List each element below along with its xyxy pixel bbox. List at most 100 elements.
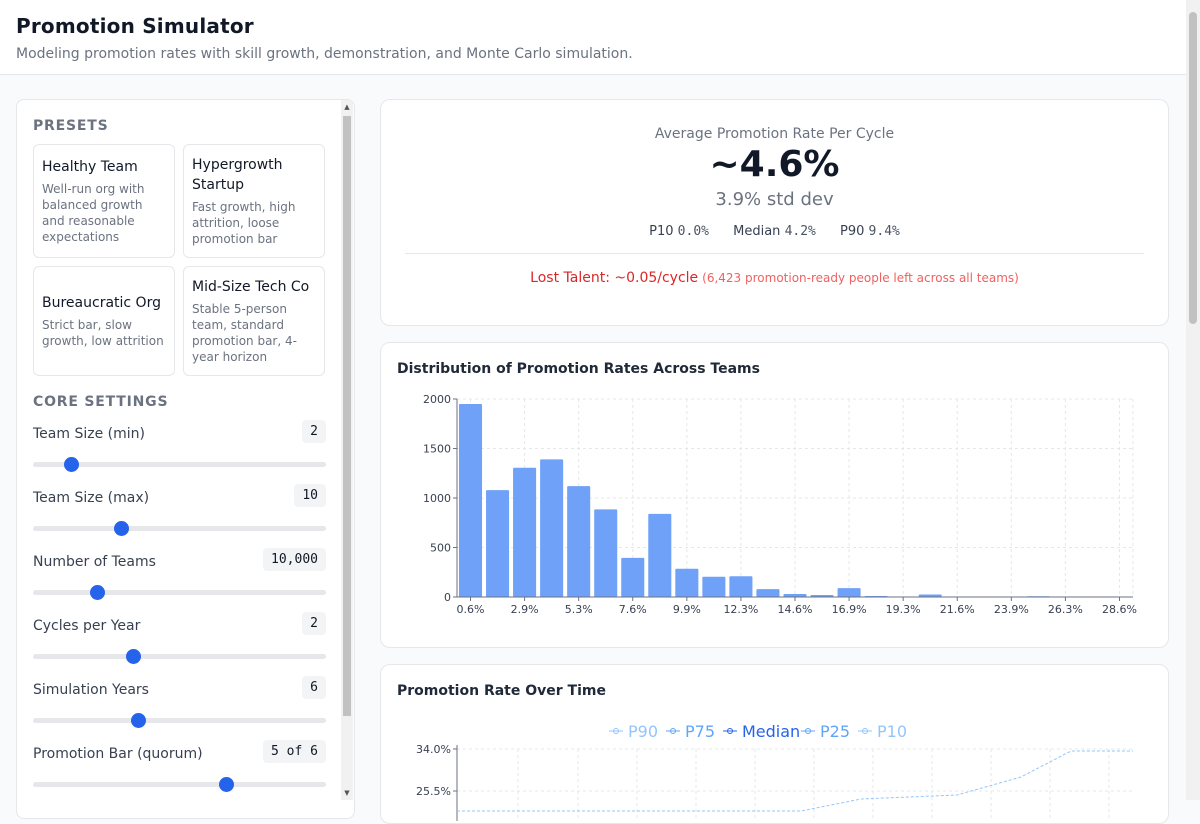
- y-tick-label: 25.5%: [416, 785, 451, 798]
- core-settings: Team Size (min) 2 Team Size (max) 10 Num…: [33, 416, 326, 800]
- distribution-card: Distribution of Promotion Rates Across T…: [380, 342, 1169, 648]
- avg-rate-value: ~4.6%: [381, 144, 1168, 185]
- x-tick-label: 16.9%: [832, 603, 867, 616]
- legend-label: P75: [685, 722, 715, 741]
- x-tick-label: 0.6%: [457, 603, 485, 616]
- setting-row: Promotion Bar (quorum) 5 of 6: [33, 736, 326, 800]
- avg-rate-label: Average Promotion Rate Per Cycle: [381, 126, 1168, 142]
- setting-row: Team Size (max) 10: [33, 480, 326, 544]
- preset-card[interactable]: Mid-Size Tech Co Stable 5-person team, s…: [183, 266, 325, 376]
- histogram-bar: [838, 588, 861, 597]
- legend-item: Median: [723, 722, 800, 741]
- histogram-bar: [513, 468, 536, 597]
- preset-description: Strict bar, slow growth, low attrition: [42, 317, 166, 349]
- preset-grid: Healthy Team Well-run org with balanced …: [33, 144, 326, 376]
- y-tick-label: 2000: [423, 393, 451, 406]
- summary-divider: [405, 253, 1144, 254]
- x-tick-label: 19.3%: [886, 603, 921, 616]
- slider-handle[interactable]: [219, 777, 234, 792]
- slider-track[interactable]: [33, 526, 326, 531]
- x-tick-label: 2.9%: [511, 603, 539, 616]
- setting-value: 2: [302, 420, 326, 443]
- x-tick-label: 5.3%: [565, 603, 593, 616]
- series-line-p90: [457, 751, 1133, 811]
- setting-value: 2: [302, 612, 326, 635]
- legend-label: P90: [628, 722, 658, 741]
- setting-label: Promotion Bar (quorum): [33, 746, 203, 762]
- median-label: Median: [733, 224, 780, 239]
- x-tick-label: 9.9%: [673, 603, 701, 616]
- histogram-bar: [756, 589, 779, 597]
- p90-value: 9.4%: [869, 224, 900, 239]
- app-header: Promotion Simulator Modeling promotion r…: [0, 0, 1186, 75]
- setting-row: Simulation Years 6: [33, 672, 326, 736]
- preset-card[interactable]: Hypergrowth Startup Fast growth, high at…: [183, 144, 325, 258]
- slider-handle[interactable]: [126, 649, 141, 664]
- histogram-bar: [459, 404, 482, 597]
- setting-label: Team Size (min): [33, 426, 145, 442]
- y-tick-label: 0: [444, 591, 451, 604]
- panel-scrollbar-thumb[interactable]: [343, 116, 351, 716]
- percentile-row: P10 0.0% Median 4.2% P90 9.4%: [381, 224, 1168, 239]
- x-tick-label: 14.6%: [778, 603, 813, 616]
- histogram-bar: [729, 576, 752, 597]
- panel-scrollbar[interactable]: ▲ ▼: [341, 100, 353, 800]
- y-tick-label: 34.0%: [416, 743, 451, 756]
- slider-handle[interactable]: [131, 713, 146, 728]
- median-value: 4.2%: [785, 224, 816, 239]
- timeseries-title: Promotion Rate Over Time: [381, 665, 1168, 699]
- setting-row: Number of Teams 10,000: [33, 544, 326, 608]
- y-tick-label: 1500: [423, 443, 451, 456]
- setting-value: 6: [302, 676, 326, 699]
- distribution-chart: 05001000150020000.6%2.9%5.3%7.6%9.9%12.3…: [381, 385, 1168, 645]
- slider-track[interactable]: [33, 590, 326, 595]
- setting-label: Simulation Years: [33, 682, 149, 698]
- scroll-down-arrow-icon[interactable]: ▼: [341, 786, 353, 800]
- histogram-bar: [621, 558, 644, 597]
- x-tick-label: 28.6%: [1102, 603, 1137, 616]
- lost-talent-value: Lost Talent: ~0.05/cycle: [530, 270, 698, 286]
- histogram-bar: [486, 490, 509, 597]
- page-scrollbar-thumb[interactable]: [1189, 12, 1197, 324]
- histogram-bar: [594, 509, 617, 597]
- slider-track[interactable]: [33, 654, 326, 659]
- x-tick-label: 12.3%: [723, 603, 758, 616]
- histogram-bar: [702, 577, 725, 597]
- histogram-bar: [675, 569, 698, 597]
- p10-value: 0.0%: [678, 224, 709, 239]
- lost-talent: Lost Talent: ~0.05/cycle (6,423 promotion…: [381, 270, 1168, 286]
- page-title: Promotion Simulator: [16, 14, 1170, 38]
- legend-item: P90: [609, 722, 658, 741]
- slider-handle[interactable]: [90, 585, 105, 600]
- x-tick-label: 7.6%: [619, 603, 647, 616]
- slider-track[interactable]: [33, 718, 326, 723]
- preset-description: Stable 5-person team, standard promotion…: [192, 301, 316, 365]
- setting-value: 10,000: [263, 548, 326, 571]
- histogram-bar: [567, 486, 590, 597]
- slider-track[interactable]: [33, 782, 326, 787]
- setting-row: Cycles per Year 2: [33, 608, 326, 672]
- setting-row: Team Size (min) 2: [33, 416, 326, 480]
- preset-name: Healthy Team: [42, 157, 166, 177]
- scroll-up-arrow-icon[interactable]: ▲: [341, 100, 353, 114]
- histogram-bar: [648, 514, 671, 597]
- page-subtitle: Modeling promotion rates with skill grow…: [16, 46, 1170, 62]
- summary-card: Average Promotion Rate Per Cycle ~4.6% 3…: [380, 99, 1169, 326]
- setting-value: 5 of 6: [263, 740, 326, 763]
- preset-card[interactable]: Bureaucratic Org Strict bar, slow growth…: [33, 266, 175, 376]
- x-tick-label: 21.6%: [940, 603, 975, 616]
- preset-name: Hypergrowth Startup: [192, 155, 316, 195]
- preset-card[interactable]: Healthy Team Well-run org with balanced …: [33, 144, 175, 258]
- p90-label: P90: [840, 224, 864, 239]
- setting-label: Number of Teams: [33, 554, 156, 570]
- lost-talent-detail: (6,423 promotion-ready people left acros…: [702, 271, 1019, 285]
- x-tick-label: 23.9%: [994, 603, 1029, 616]
- histogram-bar: [540, 459, 563, 597]
- distribution-title: Distribution of Promotion Rates Across T…: [381, 343, 1168, 377]
- page-scrollbar[interactable]: [1186, 0, 1200, 800]
- y-tick-label: 1000: [423, 492, 451, 505]
- slider-handle[interactable]: [64, 457, 79, 472]
- slider-handle[interactable]: [114, 521, 129, 536]
